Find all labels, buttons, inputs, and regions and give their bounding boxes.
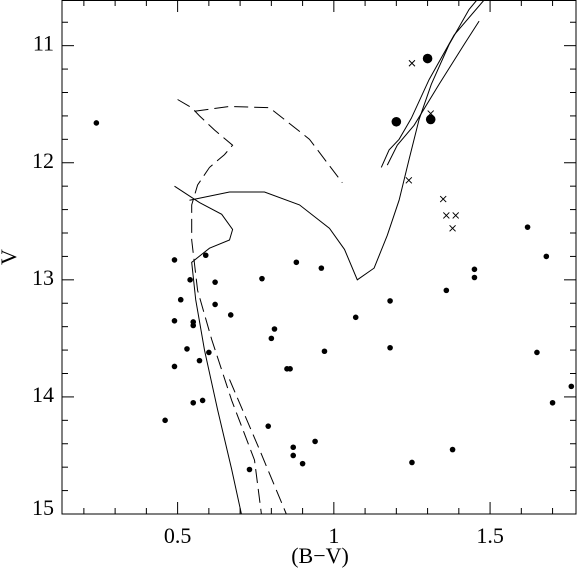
isochrone — [174, 185, 242, 515]
dot-point — [212, 279, 218, 285]
big-dot-point — [425, 114, 436, 125]
y-tick-label: 12 — [32, 148, 54, 173]
x-axis-label: (B−V) — [291, 543, 349, 568]
dot-point — [352, 314, 359, 321]
dot-point — [471, 266, 478, 273]
dot-point — [321, 348, 328, 355]
dot-point — [287, 366, 293, 372]
dot-point — [187, 277, 193, 283]
cross-point — [405, 176, 413, 184]
dot-point — [93, 120, 100, 126]
dot-point — [162, 417, 168, 424]
isochrone — [177, 99, 262, 515]
isochrone — [229, 379, 287, 515]
dot-point — [568, 383, 575, 390]
cross-point — [442, 212, 450, 219]
dot-point — [268, 335, 275, 342]
dot-point — [206, 349, 212, 356]
dot-point — [259, 275, 265, 282]
dot-point — [199, 397, 206, 404]
isochrone — [386, 20, 480, 166]
big-dot-point — [391, 116, 402, 127]
isochrone — [380, 0, 485, 168]
y-tick-label: 15 — [32, 495, 54, 520]
dot-point — [177, 296, 184, 303]
dot-point — [293, 259, 300, 266]
cross-point — [439, 195, 447, 203]
y-tick-label: 11 — [33, 31, 54, 56]
dot-point — [184, 346, 190, 352]
dot-point — [196, 357, 203, 364]
cross-point — [452, 212, 460, 219]
dot-point — [246, 466, 253, 473]
x-tick-label: 1 — [328, 523, 339, 548]
y-tick-label: 14 — [32, 382, 54, 407]
dot-point — [290, 452, 297, 459]
dot-point — [312, 438, 318, 445]
dot-point — [171, 257, 178, 263]
big-dot-point — [422, 53, 433, 64]
x-tick-label: 0.5 — [164, 523, 192, 548]
dot-point — [190, 322, 197, 329]
dot-point — [190, 399, 197, 406]
dot-point — [171, 318, 178, 324]
isochrone — [189, 0, 478, 281]
dot-point — [265, 423, 272, 429]
dot-point — [212, 301, 218, 308]
cross-point — [408, 59, 416, 67]
cross-point — [427, 110, 435, 117]
dot-point — [524, 224, 531, 230]
dot-point — [202, 252, 209, 259]
dot-point — [534, 349, 540, 356]
dot-point — [543, 253, 550, 260]
dot-point — [171, 363, 178, 370]
dot-point — [318, 265, 325, 271]
y-tick-label: 13 — [32, 265, 54, 290]
dot-point — [549, 399, 556, 406]
dot-point — [271, 326, 278, 332]
isochrone — [194, 105, 343, 184]
x-tick-label: 1.5 — [476, 523, 504, 548]
dot-point — [387, 298, 393, 304]
dot-point — [387, 344, 393, 351]
dot-point — [449, 446, 456, 453]
plot-frame — [61, 0, 577, 515]
dot-point — [409, 459, 415, 466]
dot-point — [227, 312, 234, 318]
dot-point — [443, 287, 450, 294]
cross-point — [449, 224, 456, 232]
dot-point — [471, 274, 478, 281]
dot-point — [290, 444, 297, 451]
y-axis-label: V — [0, 249, 21, 265]
dot-point — [299, 460, 306, 467]
